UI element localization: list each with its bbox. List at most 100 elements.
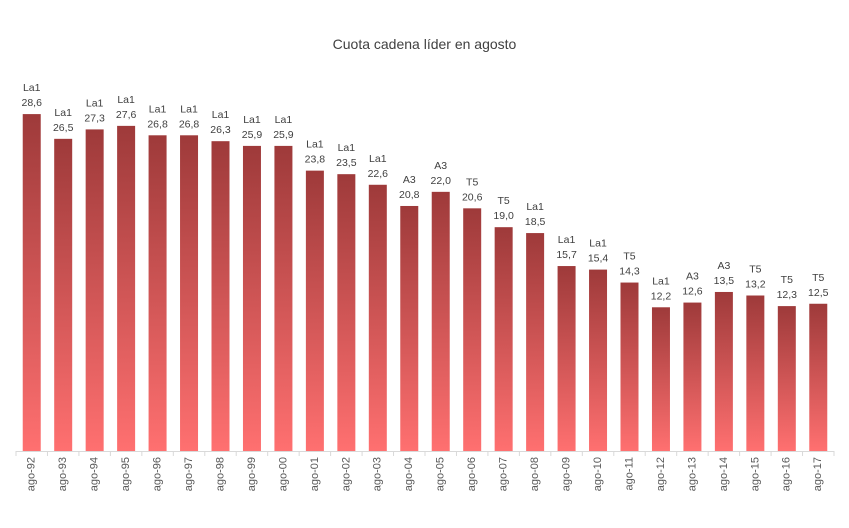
value-label: 23,8 xyxy=(305,154,326,166)
x-tick-label: ago-16 xyxy=(781,457,793,491)
x-tick-label: ago-00 xyxy=(277,457,289,491)
leader-label: A3 xyxy=(403,174,416,186)
data-labels-layer: La1 28,6 La1 26,5 La1 27,3 La1 27,6 La1 26,8 La1 26… xyxy=(22,82,829,302)
leader-label: La1 xyxy=(117,94,135,106)
x-tick-label: ago-95 xyxy=(120,457,132,491)
bar-ago-11 xyxy=(620,282,639,451)
leader-label: La1 xyxy=(526,201,544,213)
bar-ago-97 xyxy=(180,135,199,451)
value-label: 19,0 xyxy=(493,210,514,222)
leader-label: T5 xyxy=(781,274,793,286)
bar-ago-95 xyxy=(117,125,136,451)
bar-ago-10 xyxy=(589,269,608,451)
x-tick-label: ago-93 xyxy=(57,457,69,491)
value-label: 27,3 xyxy=(84,112,105,124)
x-tick-label: ago-99 xyxy=(246,457,258,491)
value-label: 20,6 xyxy=(462,191,483,203)
x-tick-label: ago-06 xyxy=(466,457,478,491)
x-tick-label: ago-96 xyxy=(151,457,163,491)
bar-ago-06 xyxy=(463,208,482,451)
value-label: 15,7 xyxy=(556,249,577,261)
leader-label: La1 xyxy=(652,275,670,287)
bar-ago-15 xyxy=(746,295,765,451)
leader-label: La1 xyxy=(589,238,607,250)
x-tick-label: ago-08 xyxy=(529,457,541,491)
leader-label: La1 xyxy=(23,82,41,94)
value-label: 26,3 xyxy=(210,124,231,136)
x-tick-label: ago-17 xyxy=(812,457,824,491)
leader-label: La1 xyxy=(338,142,356,154)
leader-label: T5 xyxy=(466,176,478,188)
value-label: 25,9 xyxy=(242,129,263,141)
bar-ago-02 xyxy=(337,174,356,452)
x-tick-label: ago-11 xyxy=(623,457,635,490)
x-tick-label: ago-03 xyxy=(372,457,384,491)
value-label: 15,4 xyxy=(588,253,609,265)
x-tick-label: ago-04 xyxy=(403,457,415,491)
leader-label: La1 xyxy=(306,139,324,151)
leader-label: T5 xyxy=(812,272,824,284)
leader-label: T5 xyxy=(498,195,510,207)
value-label: 12,2 xyxy=(651,290,672,302)
x-tick-label: ago-94 xyxy=(89,457,101,491)
bar-ago-03 xyxy=(368,184,387,451)
leader-label: A3 xyxy=(686,271,699,283)
value-label: 12,6 xyxy=(682,286,703,298)
bar-ago-09 xyxy=(557,266,576,451)
value-label: 12,3 xyxy=(777,289,798,301)
x-tick-label: ago-92 xyxy=(26,457,38,491)
bar-ago-12 xyxy=(651,307,670,451)
value-label: 28,6 xyxy=(22,97,43,109)
x-tick-label: ago-12 xyxy=(655,457,667,491)
bar-ago-17 xyxy=(809,303,828,451)
chart-title: Cuota cadena líder en agosto xyxy=(332,36,517,52)
leader-label: La1 xyxy=(149,103,167,115)
value-label: 20,8 xyxy=(399,189,420,201)
x-tick-label: ago-14 xyxy=(718,457,730,491)
bar-ago-16 xyxy=(777,306,796,451)
leader-label: La1 xyxy=(86,97,104,109)
bar-ago-94 xyxy=(85,129,104,451)
bar-ago-99 xyxy=(242,145,261,451)
value-label: 25,9 xyxy=(273,129,294,141)
leader-label: La1 xyxy=(212,109,230,121)
x-tick-label: ago-05 xyxy=(435,457,447,491)
x-axis: ago-92 ago-93 ago-94 ago-95 ago-96 ago-97 ago-… xyxy=(15,451,835,491)
bar-ago-93 xyxy=(54,138,73,451)
value-label: 13,5 xyxy=(714,275,735,287)
bar-ago-07 xyxy=(494,227,513,451)
value-label: 13,2 xyxy=(745,279,766,291)
bar-ago-14 xyxy=(714,291,733,451)
value-label: 26,8 xyxy=(147,118,168,130)
bar-ago-96 xyxy=(148,135,167,451)
leader-label: T5 xyxy=(623,251,635,263)
value-label: 18,5 xyxy=(525,216,546,228)
bars-layer xyxy=(22,114,828,452)
x-tick-label: ago-97 xyxy=(183,457,195,491)
x-tick-label: ago-13 xyxy=(686,457,698,491)
bar-ago-92 xyxy=(22,114,41,451)
value-label: 14,3 xyxy=(619,266,640,278)
leader-label: A3 xyxy=(717,260,730,272)
bar-ago-08 xyxy=(526,233,545,451)
x-tick-label: ago-15 xyxy=(749,457,761,491)
leader-label: La1 xyxy=(369,153,387,165)
leader-label: La1 xyxy=(54,107,72,119)
leader-label: La1 xyxy=(243,114,261,126)
bar-ago-04 xyxy=(400,205,419,451)
x-tick-label: ago-10 xyxy=(592,457,604,491)
leader-label: La1 xyxy=(275,114,293,126)
x-tick-label: ago-09 xyxy=(560,457,572,491)
bar-ago-13 xyxy=(683,302,702,451)
value-label: 23,5 xyxy=(336,157,357,169)
x-tick-label: ago-02 xyxy=(340,457,352,491)
value-label: 22,0 xyxy=(431,175,452,187)
value-label: 12,5 xyxy=(808,287,829,299)
bar-ago-01 xyxy=(305,170,324,452)
bar-ago-00 xyxy=(274,145,293,451)
bar-ago-05 xyxy=(431,191,450,451)
x-tick-label: ago-07 xyxy=(498,457,510,491)
value-label: 26,5 xyxy=(53,122,74,134)
